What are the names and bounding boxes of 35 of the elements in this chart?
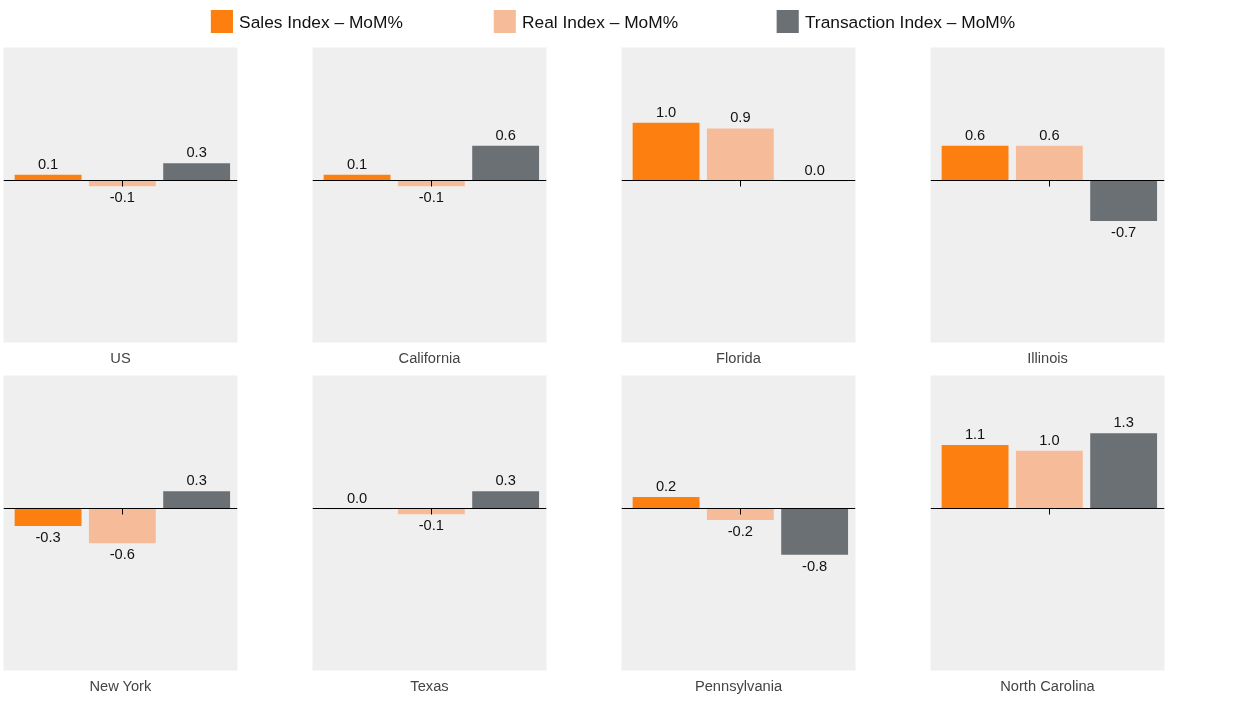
data-label: 0.6 (1039, 126, 1060, 143)
legend-label: Transaction Index – MoM% (804, 11, 1016, 32)
x-axis-title: Illinois (1027, 349, 1068, 366)
data-label: -0.1 (418, 517, 444, 534)
data-label: 0.9 (730, 109, 751, 126)
x-axis-title: Pennsylvania (694, 677, 783, 694)
data-label: 0.0 (804, 161, 825, 178)
data-label: 0.3 (495, 472, 516, 489)
data-label: -0.6 (109, 546, 135, 563)
data-label: -0.3 (35, 528, 61, 545)
data-label: 0.1 (37, 155, 59, 172)
data-label: -0.1 (418, 189, 444, 206)
data-label: -0.7 (1111, 224, 1137, 241)
x-axis-title: New York (89, 677, 152, 694)
legend-label: Real Index – MoM% (522, 11, 679, 32)
data-label: 1.1 (964, 425, 986, 442)
data-label: 0.6 (495, 126, 516, 143)
data-label: 1.0 (655, 103, 677, 120)
x-axis-title: Florida (716, 349, 762, 366)
data-label: -0.1 (109, 189, 135, 206)
data-label: 0.3 (186, 144, 207, 161)
data-label: -0.8 (802, 557, 828, 574)
data-label: -0.2 (727, 523, 753, 540)
x-axis-title: Texas (410, 677, 449, 694)
x-axis-title: US (110, 349, 131, 366)
legend-label: Sales Index – MoM% (239, 11, 403, 32)
data-label: 1.3 (1113, 414, 1134, 431)
x-axis-title: North Carolina (1000, 677, 1096, 694)
data-label: 0.0 (346, 489, 368, 506)
data-label: 0.6 (964, 126, 986, 143)
x-axis-title: California (398, 349, 462, 366)
data-label: 1.0 (1039, 431, 1060, 448)
data-label: 0.3 (186, 472, 207, 489)
data-label: 0.2 (655, 477, 677, 494)
data-label: 0.1 (346, 155, 368, 172)
